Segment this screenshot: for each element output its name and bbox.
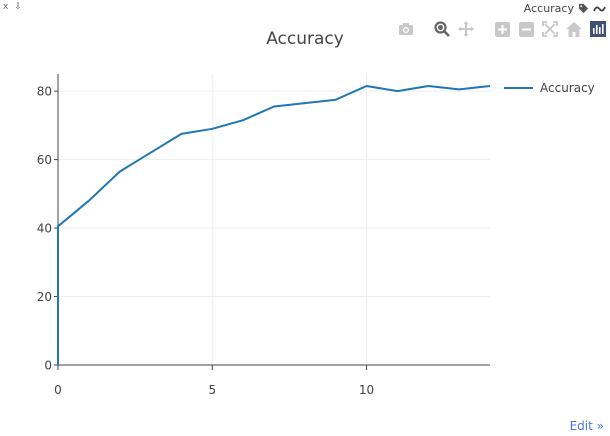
y-tick-label: 40 (37, 222, 52, 236)
legend-label: Accuracy (540, 81, 595, 95)
series-layer (57, 85, 491, 365)
pan-icon[interactable] (454, 18, 478, 40)
zoom-out-icon[interactable] (514, 18, 538, 40)
zoom-in-icon[interactable] (490, 18, 514, 40)
pin-icon[interactable]: ⇩ (14, 2, 22, 12)
edit-link[interactable]: Edit » (569, 419, 604, 433)
y-tick-label: 80 (37, 85, 52, 99)
tag-icon[interactable] (578, 3, 589, 14)
y-tick-label: 20 (37, 290, 52, 304)
x-tick-label: 0 (54, 383, 62, 397)
autoscale-icon[interactable] (538, 18, 562, 40)
y-tick-label: 60 (37, 153, 52, 167)
panel-name-label: Accuracy (523, 2, 574, 15)
axes (54, 74, 490, 370)
legend-swatch (504, 87, 533, 89)
close-icon[interactable]: x (3, 2, 9, 12)
series-line-accuracy (57, 85, 491, 365)
x-tick-label: 10 (359, 383, 374, 397)
home-icon[interactable] (562, 18, 586, 40)
gridlines (58, 74, 490, 365)
top-right-controls: Accuracy (524, 2, 606, 15)
y-tick-label: 0 (44, 359, 52, 373)
plotly-logo-icon[interactable] (590, 21, 606, 37)
wave-icon[interactable] (593, 4, 606, 14)
tick-labels: 0 20 40 60 80 0 5 10 (37, 85, 374, 397)
top-left-controls: x ⇩ (3, 2, 22, 12)
x-tick-label: 5 (208, 383, 216, 397)
modebar (394, 18, 606, 40)
legend[interactable]: Accuracy (504, 81, 595, 95)
camera-icon[interactable] (394, 18, 418, 40)
zoom-icon[interactable] (430, 18, 454, 40)
chart-title: Accuracy (266, 29, 344, 49)
